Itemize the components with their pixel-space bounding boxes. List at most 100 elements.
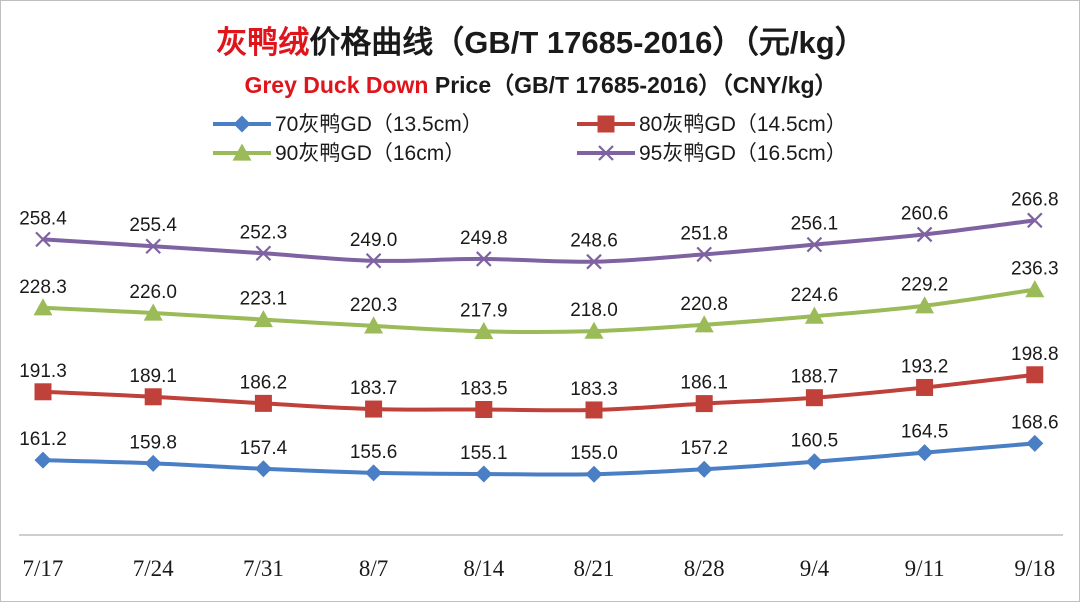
series-4-point-8: [806, 236, 823, 253]
x-tick-label-5: 8/14: [463, 556, 504, 581]
legend-label-1: 70灰鸭GD（13.5cm）: [275, 113, 483, 136]
x-axis-ticks: 7/17 7/24 7/31 8/7 8/14 8/21 8/28 9/4 9/11 9/18: [23, 556, 1056, 581]
series-1-point-7: [695, 460, 713, 478]
series-2-point-9: [916, 378, 934, 396]
legend: 70灰鸭GD（13.5cm） 80灰鸭GD（14.5cm） 90灰鸭GD（16cm）…: [213, 113, 847, 165]
series-3-label-4: 220.3: [350, 295, 398, 316]
legend-marker-4: [598, 145, 614, 161]
series-3-label-3: 223.1: [240, 289, 288, 310]
series-4-label-10: 266.8: [1011, 189, 1059, 210]
series-4-label-5: 249.8: [460, 228, 508, 249]
series-4-point-4-b: [365, 252, 382, 269]
series-1-point-1: [34, 451, 52, 469]
series-line-4: [42, 218, 1036, 264]
series-line-3: [42, 287, 1036, 335]
x-tick-label-10: 9/18: [1014, 556, 1055, 581]
series-1-label-9: 164.5: [901, 422, 949, 443]
series-4-label-8: 256.1: [791, 214, 839, 235]
x-tick-label-8: 9/4: [800, 556, 830, 581]
series-1-label-5: 155.1: [460, 443, 508, 464]
series-4-label-3: 252.3: [240, 222, 288, 243]
legend-marker-4-b: [598, 145, 614, 161]
series-3-label-10: 236.3: [1011, 259, 1059, 280]
series-4-label-7: 251.8: [680, 223, 728, 244]
series-line-2: [42, 372, 1036, 413]
series-2-point-3: [254, 394, 272, 412]
series-3-point-2: [143, 303, 163, 321]
series-1-label-2: 159.8: [129, 432, 177, 453]
chart-title-line1: 灰鸭绒价格曲线（GB/T 17685-2016）（元/kg）: [216, 25, 865, 60]
series-4-point-1-b: [35, 231, 51, 248]
chart-title-line1-red: 灰鸭绒: [216, 25, 309, 60]
series-line-1: [42, 441, 1035, 477]
series-3-label-5: 217.9: [460, 300, 508, 321]
series-4-point-8-b: [806, 236, 823, 253]
series-4-point-6: [586, 253, 602, 270]
series-1-point-8: [805, 453, 823, 471]
x-tick-label-4: 8/7: [359, 556, 388, 581]
series-2-point-10: [1026, 366, 1044, 384]
series-1: [34, 434, 1044, 483]
legend-item-4: 95灰鸭GD（16.5cm）: [577, 142, 847, 165]
series-4-label-1: 258.4: [19, 208, 67, 229]
series-layer: [33, 212, 1045, 483]
series-2-label-4: 183.7: [350, 378, 398, 399]
series-3-label-2: 226.0: [129, 282, 177, 303]
series-2-label-10: 198.8: [1011, 344, 1059, 365]
series-3-point-10: [1025, 280, 1045, 298]
series-1-point-9: [916, 444, 934, 462]
series-1-point-2: [144, 454, 162, 472]
series-4-point-9: [916, 226, 933, 243]
series-1-label-8: 160.5: [791, 431, 839, 452]
series-4-point-2: [145, 238, 161, 254]
series-2-label-1: 191.3: [19, 361, 67, 382]
series-3-label-1: 228.3: [19, 277, 67, 298]
series-1-label-10: 168.6: [1011, 412, 1059, 433]
series-3-point-3: [253, 310, 273, 328]
data-label-layer: 161.2 159.8 157.4 155.6 155.1 155.0 157.2 160.5…: [19, 189, 1058, 464]
series-3-label-6: 218.0: [570, 300, 618, 321]
series-1-label-1: 161.2: [19, 429, 67, 450]
series-3-point-5: [474, 321, 494, 339]
series-4-point-10: [1027, 212, 1043, 229]
series-2-label-8: 188.7: [791, 367, 839, 388]
series-4-point-3-b: [255, 245, 272, 262]
series-4-label-9: 260.6: [901, 203, 949, 224]
chart-title-line1-black: 价格曲线（GB/T 17685-2016）（元/kg）: [309, 25, 865, 60]
series-3-label-9: 229.2: [901, 275, 949, 296]
legend-item-1: 70灰鸭GD（13.5cm）: [213, 113, 483, 136]
legend-label-4: 95灰鸭GD（16.5cm）: [639, 142, 847, 165]
series-2-label-9: 193.2: [901, 356, 949, 377]
series-4-point-3: [255, 245, 272, 262]
series-1-point-5: [475, 465, 493, 483]
series-2-label-6: 183.3: [570, 379, 618, 400]
series-3-point-9: [915, 296, 935, 314]
series-4-point-2-b: [145, 238, 161, 254]
series-3-point-8: [804, 306, 824, 324]
series-2-label-5: 183.5: [460, 379, 508, 400]
series-2-point-2: [144, 388, 162, 406]
x-tick-label-2: 7/24: [133, 556, 174, 581]
x-tick-label-3: 7/31: [243, 556, 284, 581]
series-2-point-1: [34, 383, 52, 401]
legend-marker-1: [233, 115, 251, 133]
x-tick-label-7: 8/28: [684, 556, 725, 581]
series-4-label-6: 248.6: [570, 231, 618, 252]
chart-title-line2: Grey Duck Down Price（GB/T 17685-2016）（CN…: [244, 72, 837, 98]
series-1-label-6: 155.0: [570, 443, 618, 464]
series-4-point-10-b: [1027, 212, 1043, 229]
series-3-label-8: 224.6: [791, 285, 839, 306]
series-1-label-7: 157.2: [680, 438, 728, 459]
series-2-point-5: [475, 401, 493, 419]
chart-title-line2-red: Grey Duck Down: [244, 72, 428, 98]
x-tick-label-9: 9/11: [905, 556, 945, 581]
series-4-label-4: 249.0: [350, 230, 398, 251]
legend-item-3: 90灰鸭GD（16cm）: [213, 142, 465, 165]
series-1-point-3: [254, 460, 272, 478]
series-4-point-7-b: [696, 246, 712, 263]
series-3: [33, 280, 1045, 339]
series-2-point-7: [695, 395, 713, 413]
series-1-label-3: 157.4: [240, 438, 288, 459]
series-4-label-2: 255.4: [129, 215, 177, 236]
series-2: [34, 366, 1044, 419]
